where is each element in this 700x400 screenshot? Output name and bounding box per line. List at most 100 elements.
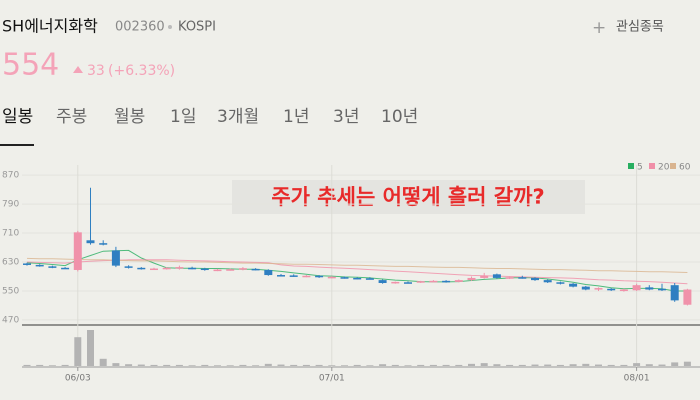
volume-bar: [404, 365, 412, 366]
candle-body: [531, 277, 539, 281]
volume-bar: [595, 364, 602, 366]
stock-name: SH에너지화학: [2, 17, 98, 36]
volume-bar: [226, 365, 234, 366]
period-tab[interactable]: 월봉: [114, 107, 145, 127]
volume-bar: [417, 364, 425, 366]
volume-bar: [493, 364, 501, 366]
price-change: 33: [87, 63, 105, 79]
volume-bar: [264, 363, 272, 366]
volume-bar: [61, 364, 69, 366]
current-price: 554: [2, 48, 59, 83]
candle-body: [391, 281, 400, 284]
period-tab[interactable]: 주봉: [56, 107, 87, 127]
candle-body: [150, 268, 158, 271]
period-tab[interactable]: 3개월: [217, 107, 259, 127]
legend-swatch: [670, 163, 676, 169]
volume-bar: [379, 364, 387, 366]
chart: 470 550 630 710 790 870 06/03 07/01 08/01 5 20 60: [2, 163, 700, 384]
volume-bar: [341, 365, 348, 366]
volume-bar: [366, 365, 374, 366]
volume-bar: [582, 363, 590, 366]
period-tab[interactable]: 1일: [170, 107, 196, 127]
tab-bar: 일봉 주봉 월봉 1일 3개월 1년 3년 10년: [2, 107, 418, 127]
volume-bar: [645, 364, 653, 366]
candle-body: [556, 282, 565, 284]
volume-bar: [163, 364, 171, 366]
legend-swatch: [649, 163, 655, 169]
candle-body: [416, 281, 425, 283]
volume-bar: [175, 364, 183, 366]
candle-body: [277, 275, 285, 277]
volume-bar: [633, 363, 641, 366]
period-tab[interactable]: 10년: [381, 107, 418, 127]
volume-bar: [569, 364, 577, 366]
candle-body: [365, 278, 374, 280]
stock-code: 002360: [115, 20, 165, 35]
volume-bar: [112, 363, 120, 366]
candle-body: [264, 269, 273, 276]
candle-body: [480, 275, 489, 278]
volume-bar: [607, 364, 615, 366]
candle-body: [289, 275, 298, 277]
annotation-background: [232, 180, 585, 214]
candle-body: [467, 277, 476, 281]
price-change-pct: (+6.33%): [108, 63, 175, 79]
candle-body: [353, 277, 362, 280]
volume-bar: [353, 364, 361, 366]
candle-body: [124, 266, 133, 268]
candle-body: [683, 289, 692, 305]
period-tab[interactable]: 3년: [333, 107, 359, 127]
volume-bar: [48, 365, 56, 366]
volume-bar: [506, 364, 514, 366]
candle-body: [188, 267, 197, 270]
period-tab[interactable]: 1년: [283, 107, 309, 127]
candle-body: [238, 268, 247, 270]
candle-body: [505, 277, 514, 279]
candle-body: [73, 232, 82, 270]
volume-bar: [290, 364, 298, 366]
candle-body: [581, 286, 590, 290]
y-tick-label: 710: [2, 229, 19, 239]
candle-body: [23, 263, 31, 265]
volume-bar: [302, 364, 310, 366]
volume-bar: [620, 364, 628, 366]
legend-swatch: [628, 163, 634, 169]
volume-bar: [531, 364, 539, 366]
volume-bar: [683, 361, 691, 366]
up-arrow: [73, 66, 83, 73]
market: KOSPI: [178, 20, 216, 35]
moving-average-line: [26, 259, 688, 285]
candle-body: [670, 285, 679, 301]
candle-body: [429, 280, 438, 283]
volume-bar: [391, 364, 399, 366]
volume-bar: [74, 337, 82, 366]
volume-bar: [252, 365, 260, 366]
candle-body: [213, 269, 222, 272]
candle-body: [594, 288, 603, 290]
candle-body: [404, 282, 412, 284]
candle-body: [442, 280, 451, 283]
candle-body: [340, 277, 349, 279]
candle-body: [454, 280, 463, 282]
x-tick-label: 08/01: [624, 374, 650, 384]
candle-body: [569, 283, 578, 287]
plus-icon[interactable]: +: [592, 18, 606, 38]
candle-body: [619, 289, 628, 292]
period-tab[interactable]: 일봉: [2, 107, 33, 127]
volume-bar: [214, 365, 221, 366]
volume-bar: [188, 365, 196, 366]
watch-button[interactable]: 관심종목: [616, 20, 664, 35]
candle-body: [86, 240, 95, 244]
volume-bar: [518, 364, 526, 366]
x-tick-label: 06/03: [65, 374, 91, 384]
volume-bar: [137, 364, 145, 366]
candle-body: [99, 243, 108, 245]
volume-bar: [277, 364, 285, 366]
volume-bar: [544, 364, 552, 366]
candle-body: [226, 269, 235, 271]
candle-body: [315, 275, 324, 278]
volume-bar: [201, 364, 209, 366]
volume-bar: [455, 364, 463, 366]
